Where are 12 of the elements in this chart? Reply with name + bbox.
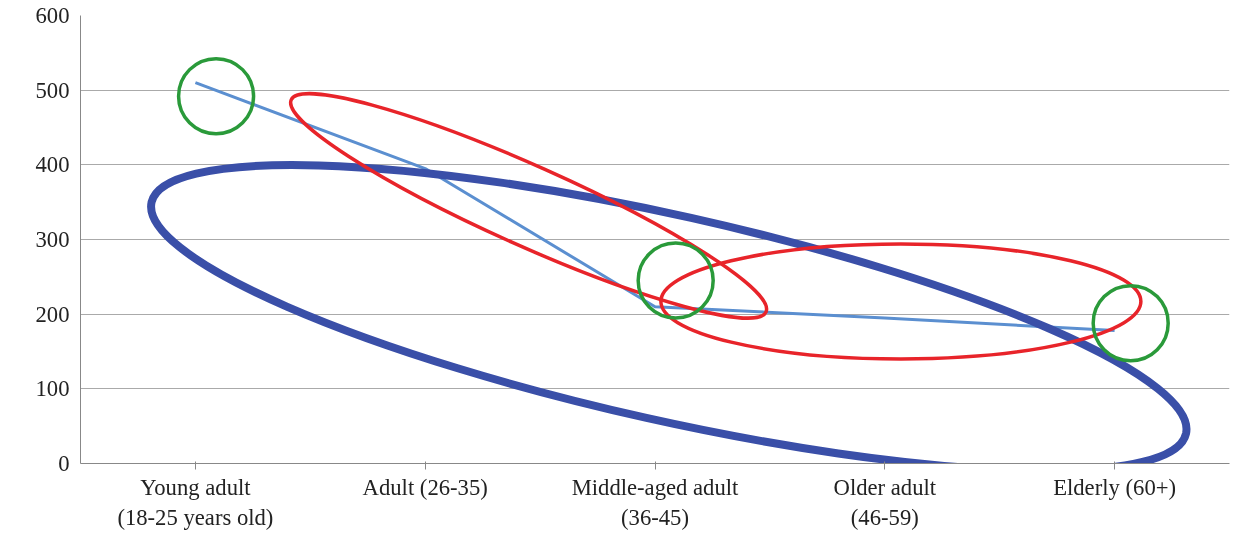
x-tick-label: Older adult (46-59) (833, 474, 937, 530)
y-tick-label: 400 (35, 152, 70, 178)
y-tick-label: 500 (35, 77, 70, 103)
x-tick-label: Young adult (18-25 years old) (117, 474, 274, 530)
x-tick-label: Elderly (60+) (1053, 474, 1177, 500)
y-tick-label: 0 (58, 451, 70, 476)
y-tick-label: 600 (35, 3, 70, 28)
y-tick-label: 300 (35, 227, 70, 252)
y-tick-label: 100 (35, 376, 70, 402)
x-tick-label: Adult (26-35) (362, 474, 488, 500)
y-tick-label: 200 (35, 301, 70, 327)
x-tick-label: Middle-aged adult (36-45) (571, 474, 740, 530)
